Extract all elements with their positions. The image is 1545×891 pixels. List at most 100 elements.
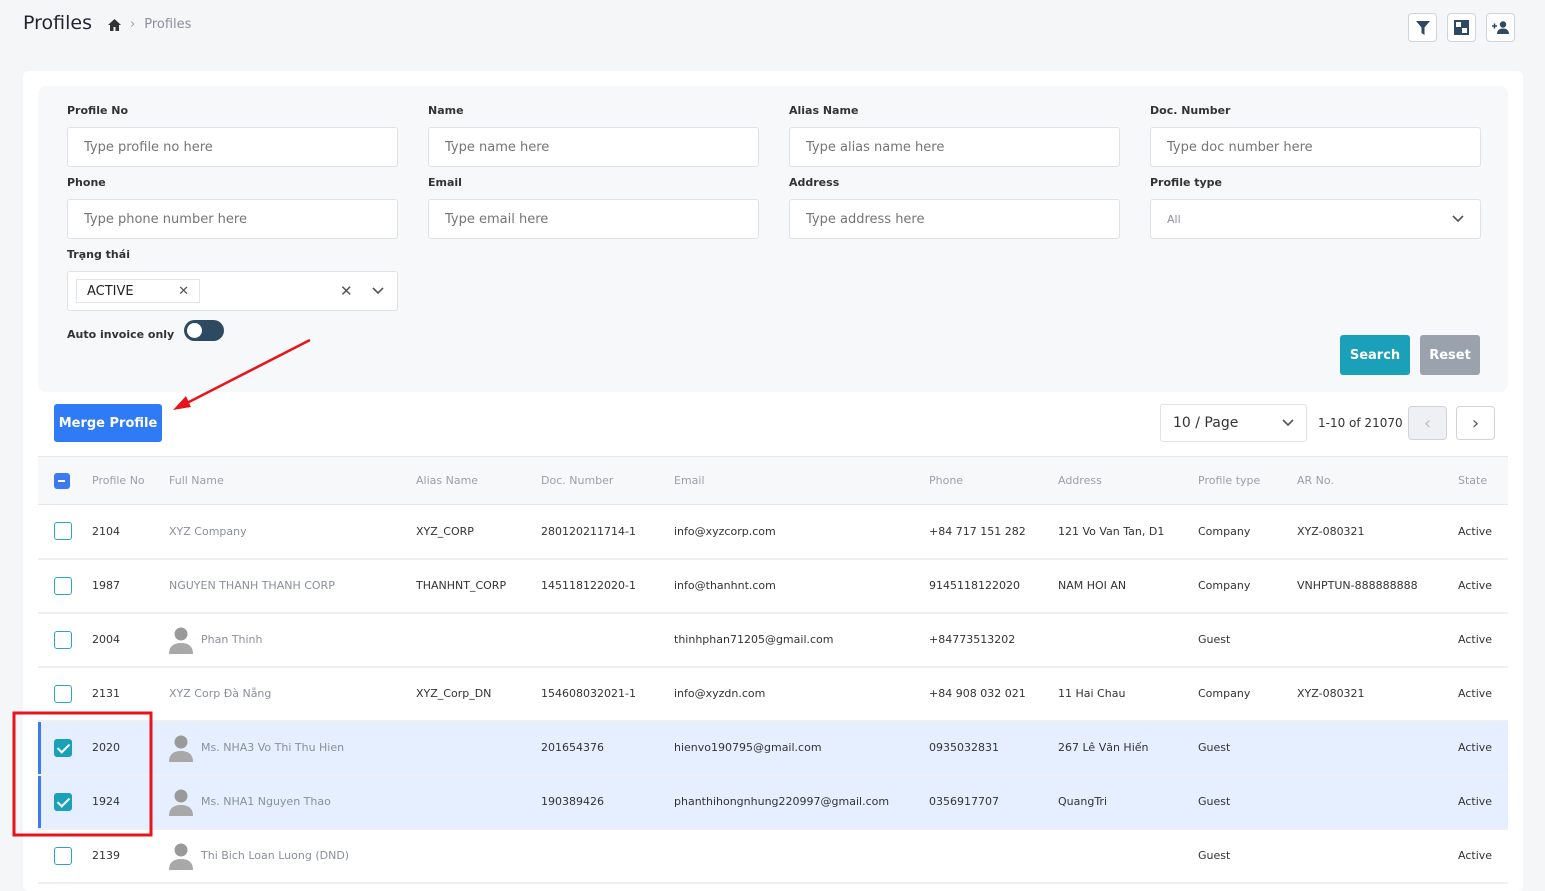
row-checkbox[interactable]	[54, 522, 72, 541]
avatar	[169, 789, 193, 816]
cell-alias	[408, 612, 533, 668]
filter-button[interactable]	[1408, 13, 1437, 42]
status-select[interactable]: ACTIVE ✕ ✕	[67, 271, 398, 311]
cell-alias	[408, 828, 533, 884]
select-all-checkbox[interactable]	[54, 472, 70, 489]
full-name-text: Ms. NHA1 Nguyen Thao	[201, 794, 331, 808]
avatar	[169, 735, 193, 762]
layout-button[interactable]	[1447, 13, 1476, 42]
merge-profile-button[interactable]: Merge Profile	[54, 404, 162, 442]
tag-remove-icon[interactable]: ✕	[178, 283, 189, 299]
search-button[interactable]: Search	[1340, 335, 1410, 375]
prev-page-button[interactable]: ‹	[1408, 406, 1447, 440]
cell-full-name[interactable]: Ms. NHA3 Vo Thi Thu Hien	[161, 720, 408, 776]
doc-number-input[interactable]	[1150, 127, 1481, 167]
column-header[interactable]: Email	[666, 456, 921, 505]
column-header[interactable]: Profile No	[84, 456, 161, 505]
address-input[interactable]	[789, 199, 1120, 239]
column-header[interactable]: Phone	[921, 456, 1050, 505]
row-checkbox[interactable]	[54, 846, 72, 865]
cell-type: Company	[1190, 558, 1289, 614]
column-header[interactable]: Full Name	[161, 456, 408, 505]
pagination-range: 1-10 of 21070	[1318, 416, 1403, 430]
alias-input[interactable]	[789, 127, 1120, 167]
cell-ar: XYZ-080321	[1289, 504, 1450, 560]
profiles-table: Profile No Full Name Alias Name Doc. Num…	[38, 456, 1508, 884]
cell-email	[666, 828, 921, 884]
cell-alias	[408, 774, 533, 830]
row-checkbox[interactable]	[54, 792, 72, 811]
cell-address	[1050, 612, 1190, 668]
name-label: Name	[428, 104, 464, 117]
cell-no: 2104	[84, 504, 161, 560]
row-checkbox[interactable]	[54, 738, 72, 757]
cell-phone: +84 908 032 021	[921, 666, 1050, 722]
cell-phone: 9145118122020	[921, 558, 1050, 614]
auto-invoice-toggle[interactable]	[184, 320, 224, 341]
cell-full-name[interactable]: Thi Bich Loan Luong (DND)	[161, 828, 408, 884]
add-profile-button[interactable]	[1486, 13, 1515, 42]
table-row[interactable]: 2131 XYZ Corp Đà Nẵng XYZ_Corp_DN 154608032…	[38, 666, 1508, 722]
cell-no: 2004	[84, 612, 161, 668]
cell-state: Active	[1450, 504, 1508, 560]
email-label: Email	[428, 176, 462, 189]
table-row[interactable]: 2104 XYZ Company XYZ_CORP 280120211714-1 inf…	[38, 504, 1508, 560]
column-header[interactable]: Doc. Number	[533, 456, 666, 505]
table-row[interactable]: 2020 Ms. NHA3 Vo Thi Thu Hien 201654376 hie…	[38, 720, 1508, 776]
cell-type: Guest	[1190, 720, 1289, 776]
phone-input[interactable]	[67, 199, 398, 239]
cell-phone: +84 717 151 282	[921, 504, 1050, 560]
reset-button[interactable]: Reset	[1420, 335, 1480, 375]
cell-type: Guest	[1190, 612, 1289, 668]
cell-address: 121 Vo Van Tan, D1	[1050, 504, 1190, 560]
column-header[interactable]: AR No.	[1289, 456, 1450, 505]
table-row[interactable]: 2139 Thi Bich Loan Luong (DND) Guest Active	[38, 828, 1508, 884]
cell-no: 1924	[84, 774, 161, 830]
cell-full-name[interactable]: XYZ Company	[161, 504, 408, 560]
row-checkbox[interactable]	[54, 576, 72, 595]
table-row[interactable]: 1924 Ms. NHA1 Nguyen Thao 190389426 phanthi…	[38, 774, 1508, 830]
cell-address: NAM HOI AN	[1050, 558, 1190, 614]
cell-full-name[interactable]: XYZ Corp Đà Nẵng	[161, 666, 408, 722]
home-icon[interactable]	[108, 18, 121, 31]
avatar	[169, 627, 193, 654]
full-name-text: XYZ Company	[169, 524, 247, 538]
cell-no: 2139	[84, 828, 161, 884]
page-size-select[interactable]: 10 / Page	[1160, 404, 1307, 442]
next-page-button[interactable]: ›	[1456, 406, 1495, 440]
cell-alias: XYZ_Corp_DN	[408, 666, 533, 722]
table-row[interactable]: 1987 NGUYEN THANH THANH CORP THANHNT_CORP 1…	[38, 558, 1508, 614]
auto-invoice-label: Auto invoice only	[67, 328, 175, 341]
cell-doc: 190389426	[533, 774, 666, 830]
cell-email: info@xyzdn.com	[666, 666, 921, 722]
column-header[interactable]: Address	[1050, 456, 1190, 505]
layout-icon	[1454, 20, 1469, 35]
cell-ar: XYZ-080321	[1289, 666, 1450, 722]
cell-address: QuangTri	[1050, 774, 1190, 830]
add-user-icon	[1492, 21, 1509, 34]
cell-type: Company	[1190, 666, 1289, 722]
cell-address	[1050, 828, 1190, 884]
cell-full-name[interactable]: Phan Thinh	[161, 612, 408, 668]
clear-icon[interactable]: ✕	[340, 282, 353, 300]
row-checkbox[interactable]	[54, 630, 72, 649]
filter-icon	[1415, 20, 1430, 35]
table-row[interactable]: 2004 Phan Thinh thinhphan71205@gmail.com +8…	[38, 612, 1508, 668]
cell-no: 2131	[84, 666, 161, 722]
row-checkbox[interactable]	[54, 684, 72, 703]
profile-no-input[interactable]	[67, 127, 398, 167]
breadcrumb: › Profiles	[108, 17, 191, 32]
page-title: Profiles	[23, 12, 92, 34]
cell-full-name[interactable]: NGUYEN THANH THANH CORP	[161, 558, 408, 614]
table-header: Profile No Full Name Alias Name Doc. Num…	[38, 456, 1508, 505]
profile-type-select[interactable]: All	[1150, 199, 1481, 239]
name-input[interactable]	[428, 127, 759, 167]
chevron-right-icon: ›	[1471, 412, 1480, 434]
chevron-down-icon[interactable]	[372, 287, 384, 295]
cell-doc: 280120211714-1	[533, 504, 666, 560]
cell-full-name[interactable]: Ms. NHA1 Nguyen Thao	[161, 774, 408, 830]
column-header[interactable]: Alias Name	[408, 456, 533, 505]
column-header[interactable]: State	[1450, 456, 1508, 505]
email-input[interactable]	[428, 199, 759, 239]
column-header[interactable]: Profile type	[1190, 456, 1289, 505]
